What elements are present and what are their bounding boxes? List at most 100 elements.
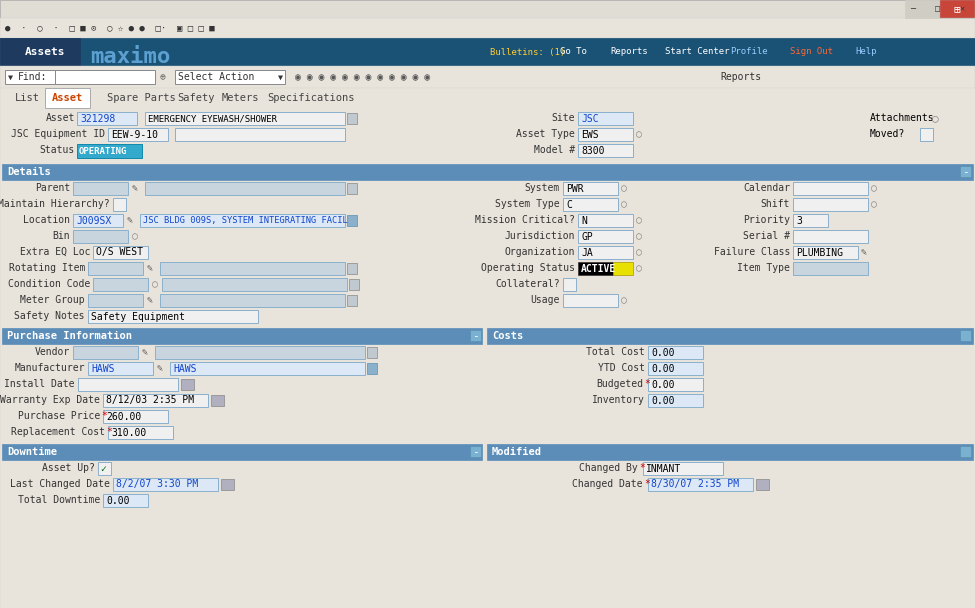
Text: 321298: 321298 [80,114,115,123]
Text: ✎: ✎ [147,263,153,273]
Bar [960,166,971,177]
Text: ○: ○ [871,199,877,209]
Bar [960,330,971,341]
Bar [613,262,633,275]
Bar [578,112,633,125]
Bar [0,66,975,88]
Text: Calendar: Calendar [743,183,790,193]
Bar [0,38,80,66]
Text: ○: ○ [636,231,642,241]
Bar [648,478,753,491]
Bar [349,279,359,290]
Bar [160,262,345,275]
Text: Changed By: Changed By [579,463,638,473]
Text: Site: Site [552,113,575,123]
Bar [2,328,482,344]
Bar [45,88,90,108]
Text: HAWS: HAWS [173,364,197,373]
Text: -: - [472,447,479,457]
Text: Safety Equipment: Safety Equipment [91,311,185,322]
Text: 8/2/07 3:30 PM: 8/2/07 3:30 PM [116,480,198,489]
Text: Attachments: Attachments [870,113,935,123]
Text: *: * [644,379,650,389]
Text: ✎: ✎ [132,183,137,193]
Text: ─    □    ✕: ─ □ ✕ [910,4,965,13]
Text: ✎: ✎ [127,215,133,225]
Bar [211,395,224,406]
Text: Reports: Reports [610,47,647,57]
Bar [793,214,828,227]
Bar [578,262,613,275]
Text: Bulletins: (1): Bulletins: (1) [490,47,566,57]
Bar [221,479,234,490]
Bar [88,294,143,307]
Text: System: System [525,183,560,193]
Text: HAWS: HAWS [91,364,114,373]
Text: Condition Code: Condition Code [8,279,90,289]
Text: 310.00: 310.00 [111,427,146,438]
Bar [113,198,126,211]
Text: 0.00: 0.00 [651,395,675,406]
Text: Asset Type: Asset Type [516,129,575,139]
Text: Maintain Hierarchy?: Maintain Hierarchy? [0,199,110,209]
Text: Details: Details [7,167,51,177]
Bar [170,362,365,375]
Text: Serial #: Serial # [743,231,790,241]
Text: Safety Notes: Safety Notes [15,311,85,321]
Bar [55,70,155,84]
Text: PLUMBING: PLUMBING [796,247,843,258]
Bar [145,182,345,195]
Bar [77,112,137,125]
Text: ○: ○ [621,183,627,193]
Text: *: * [639,463,644,473]
Bar [155,346,365,359]
Text: Asset Up?: Asset Up? [42,463,95,473]
Text: ○: ○ [621,295,627,305]
Bar [756,479,769,490]
Text: N: N [581,215,587,226]
Text: Costs: Costs [492,331,524,341]
Text: Parent: Parent [35,183,70,193]
Text: -: - [472,331,479,341]
Text: *: * [101,411,107,421]
Bar [5,70,105,84]
Bar [175,128,345,141]
Text: ○: ○ [152,279,158,289]
Text: Operating Status: Operating Status [481,263,575,273]
Text: Modified: Modified [492,447,542,457]
Bar [73,214,123,227]
Bar [73,230,128,243]
Text: EMERGENCY EYEWASH/SHOWER: EMERGENCY EYEWASH/SHOWER [148,114,277,123]
Bar [98,462,111,475]
Bar [145,112,345,125]
Bar [578,230,633,243]
Text: ▼: ▼ [8,72,13,81]
Text: Usage: Usage [530,295,560,305]
Text: Priority: Priority [743,215,790,225]
Text: Item Type: Item Type [737,263,790,273]
Text: EWS: EWS [581,130,599,139]
Text: INMANT: INMANT [646,463,682,474]
Text: Last Changed Date: Last Changed Date [10,479,110,489]
Text: Warranty Exp Date: Warranty Exp Date [0,395,100,405]
Text: ◉ ◉ ◉ ◉ ◉ ◉ ◉ ◉ ◉ ◉ ◉ ◉: ◉ ◉ ◉ ◉ ◉ ◉ ◉ ◉ ◉ ◉ ◉ ◉ [295,72,430,82]
Text: ○: ○ [871,183,877,193]
Text: EEW-9-10: EEW-9-10 [111,130,158,139]
Text: 8/12/03 2:35 PM: 8/12/03 2:35 PM [106,395,194,406]
Text: Organization: Organization [504,247,575,257]
Bar [88,310,258,323]
Text: GP: GP [581,232,593,241]
Bar [563,182,618,195]
Text: ✎: ✎ [861,247,867,257]
Text: 0.00: 0.00 [651,348,675,358]
Text: Collateral?: Collateral? [495,279,560,289]
Bar [793,182,868,195]
Text: ✎: ✎ [142,347,148,357]
Text: ✓: ✓ [100,464,106,474]
Text: Profile: Profile [730,47,767,57]
Text: Vendor: Vendor [35,347,70,357]
Text: Changed Date: Changed Date [572,479,643,489]
Text: 0.00: 0.00 [651,364,675,373]
Text: ACTIVE: ACTIVE [581,263,616,274]
Text: ○: ○ [636,215,642,225]
